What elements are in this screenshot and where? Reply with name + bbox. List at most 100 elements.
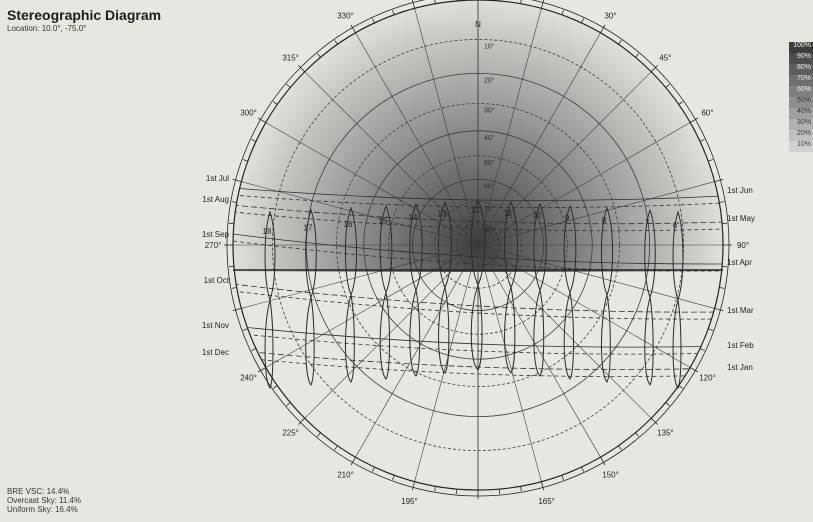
azimuth-tick <box>334 445 338 451</box>
azimuth-tick <box>650 65 658 73</box>
azimuth-tick <box>541 481 545 491</box>
azimuth-label: 330° <box>337 12 354 21</box>
hour-analemma <box>504 200 518 374</box>
hour-analemmas <box>264 198 684 389</box>
legend-swatch: 50% <box>789 97 813 108</box>
date-label-right: 1st Jan <box>727 363 753 372</box>
azimuth-tick <box>434 0 436 4</box>
azimuth-label: 165° <box>538 497 555 506</box>
date-label-left: 1st Nov <box>202 321 229 330</box>
azimuth-tick <box>392 9 395 15</box>
azimuth-tick <box>272 385 278 389</box>
azimuth-tick <box>257 117 266 123</box>
azimuth-tick <box>719 287 725 289</box>
azimuth-tick <box>242 328 248 331</box>
hour-label: 7 <box>645 219 650 228</box>
hour-analemma <box>644 208 656 386</box>
azimuth-tick <box>242 159 248 162</box>
hour-label: 15 <box>379 217 388 226</box>
altitude-label: 70° <box>484 205 495 213</box>
azimuth-spoke <box>355 32 479 246</box>
azimuth-label: 30° <box>604 12 616 21</box>
azimuth-tick <box>231 287 237 289</box>
azimuth-spoke <box>265 244 479 368</box>
azimuth-tick <box>600 24 606 33</box>
hour-analemma <box>305 208 317 386</box>
azimuth-spoke <box>414 244 479 482</box>
azimuth-tick <box>699 138 705 142</box>
azimuth-tick <box>316 53 321 58</box>
azimuth-tick <box>371 18 375 24</box>
legend-swatch: 100% <box>789 42 813 53</box>
azimuth-tick <box>392 475 395 481</box>
azimuth-tick <box>708 159 714 162</box>
azimuth-tick <box>286 83 291 88</box>
azimuth-tick <box>714 178 724 182</box>
altitude-label: 40° <box>484 134 495 142</box>
date-label-left: 1st Sep <box>202 230 230 239</box>
azimuth-tick <box>678 385 684 389</box>
azimuth-label: 45° <box>659 54 671 63</box>
legend-swatch: 30% <box>789 119 813 130</box>
hour-analemma <box>533 202 547 377</box>
legend-swatch: 70% <box>789 75 813 86</box>
hour-analemma <box>563 204 577 380</box>
altitude-labels: 10° 20° 30° 40° 50° 60° 70° 80° <box>484 42 495 234</box>
legend-swatch: 10% <box>789 141 813 152</box>
azimuth-tick <box>561 9 564 15</box>
diagram-title: Stereographic Diagram <box>7 7 162 23</box>
altitude-label: 20° <box>484 76 495 84</box>
hour-label: 18 <box>263 227 272 236</box>
hour-label: 11 <box>504 209 513 218</box>
azimuth-spoke <box>477 8 542 246</box>
legend-swatch: 60% <box>789 86 813 97</box>
azimuth-tick <box>272 101 278 105</box>
hour-label: 9 <box>565 214 570 223</box>
date-label-right: 1st Feb <box>727 341 754 350</box>
hour-analemma <box>379 204 393 380</box>
azimuth-tick <box>618 39 622 45</box>
date-label-left: 1st Oct <box>204 276 230 285</box>
azimuth-tick <box>600 457 606 466</box>
azimuth-tick <box>719 201 725 203</box>
legend-swatch: 20% <box>789 130 813 141</box>
hour-analemma <box>264 210 276 389</box>
date-label-left: 1st Aug <box>202 195 229 204</box>
azimuth-tick <box>690 117 699 123</box>
hour-label: 17 <box>304 224 313 233</box>
azimuth-spoke <box>265 122 479 246</box>
altitude-label: 10° <box>484 42 495 50</box>
legend-swatch: 80% <box>789 64 813 75</box>
azimuth-label: 150° <box>602 471 619 480</box>
legend-swatch: 90% <box>789 53 813 64</box>
azimuth-tick <box>251 348 257 352</box>
azimuth-tick <box>232 308 242 312</box>
hour-analemma <box>672 210 684 389</box>
altitude-label: 80° <box>484 227 495 235</box>
azimuth-tick <box>618 445 622 451</box>
azimuth-tick <box>708 328 714 331</box>
azimuth-label: 120° <box>699 374 716 383</box>
uniform-sky-value: Uniform Sky: 16.4% <box>7 505 78 514</box>
hour-labels: 6 7 8 9 10 11 12 13 14 15 16 17 18 <box>263 206 678 236</box>
location-label: Location: 10.0°, -75.0° <box>7 24 87 33</box>
azimuth-tick <box>561 475 564 481</box>
azimuth-spoke <box>477 32 601 246</box>
date-labels: 1st Jul 1st Aug 1st Sep 1st Oct 1st Nov 1st D… <box>202 174 755 372</box>
overcast-sky-value: Overcast Sky: 11.4% <box>7 496 82 505</box>
bre-vsc-value: BRE VSC: 14.4% <box>7 487 70 496</box>
azimuth-labels: 15°30°45°60°90°120°135°150°165°195°210°2… <box>205 12 749 507</box>
date-label-right: 1st Mar <box>727 306 754 315</box>
hour-label: 14 <box>409 213 418 222</box>
date-label-right: 1st May <box>727 214 755 223</box>
hour-label: 12 <box>471 206 480 215</box>
north-label: N <box>475 20 481 29</box>
date-label-right: 1st Apr <box>727 258 752 267</box>
azimuth-tick <box>581 18 585 24</box>
hour-label: 6 <box>673 221 678 230</box>
date-label-right: 1st Jun <box>727 186 753 195</box>
azimuth-label: 225° <box>282 428 299 437</box>
azimuth-tick <box>371 466 375 472</box>
azimuth-tick <box>232 178 242 182</box>
